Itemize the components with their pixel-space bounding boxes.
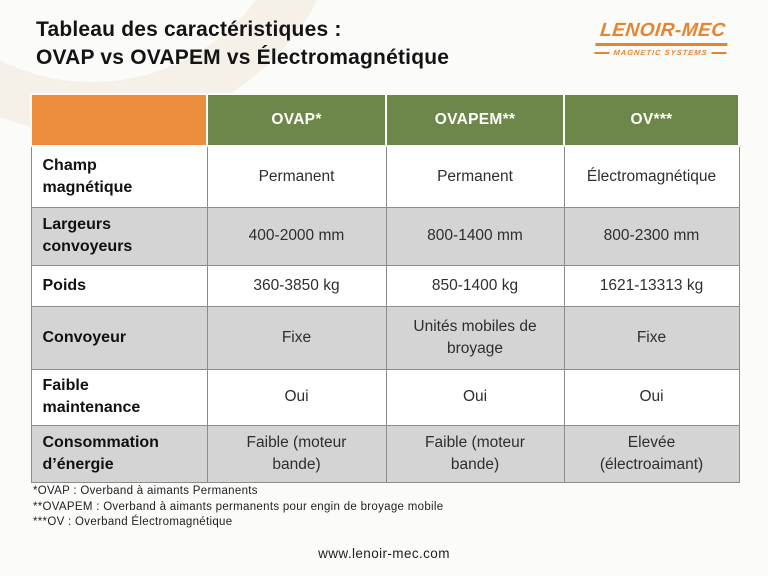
row-value: Permanent bbox=[385, 145, 565, 208]
column-header-ovap: OVAP* bbox=[206, 93, 387, 147]
table-row: Champ magnétique Permanent Permanent Électr… bbox=[30, 145, 740, 208]
footer-url: www.lenoir-mec.com bbox=[318, 546, 450, 561]
row-value: Électromagnétique bbox=[563, 145, 740, 208]
table-header-row: OVAP* OVAPEM** OV*** bbox=[30, 93, 740, 147]
row-label: Faible maintenance bbox=[30, 368, 208, 426]
footnotes: *OVAP : Overband à aimants Permanents **O… bbox=[33, 484, 443, 531]
column-header-ov: OV*** bbox=[563, 93, 740, 147]
row-value: 800-1400 mm bbox=[385, 206, 565, 266]
row-label: Champ magnétique bbox=[30, 145, 208, 208]
row-label: Convoyeur bbox=[30, 305, 208, 370]
row-value: 850-1400 kg bbox=[385, 264, 565, 307]
table-row: Convoyeur Fixe Unités mobiles de broyage Fi… bbox=[30, 305, 740, 370]
row-value: Elevée (électroaimant) bbox=[563, 424, 740, 483]
page-header: Tableau des caractéristiques : OVAP vs O… bbox=[0, 0, 768, 72]
row-value: Permanent bbox=[206, 145, 387, 208]
row-value: 400-2000 mm bbox=[206, 206, 387, 266]
row-label: Consommation d’énergie bbox=[30, 424, 208, 483]
table-corner-cell bbox=[30, 93, 208, 147]
row-value: Fixe bbox=[563, 305, 740, 370]
logo-rule-left bbox=[594, 51, 610, 54]
row-label: Poids bbox=[30, 264, 208, 307]
row-value: Oui bbox=[206, 368, 387, 426]
row-value: 1621-13313 kg bbox=[563, 264, 740, 307]
row-label: Largeurs convoyeurs bbox=[30, 206, 208, 266]
page-title: Tableau des caractéristiques : OVAP vs O… bbox=[36, 16, 449, 72]
comparison-table: OVAP* OVAPEM** OV*** Champ magnétique Perma… bbox=[30, 93, 740, 483]
row-value: Fixe bbox=[206, 305, 387, 370]
footnote-line: **OVAPEM : Overband à aimants permanents… bbox=[33, 500, 444, 513]
lenoir-mec-logo: LENOIR-MEC MAGNETIC SYSTEMS bbox=[594, 20, 730, 57]
row-value: Oui bbox=[563, 368, 740, 426]
logo-tagline-row: MAGNETIC SYSTEMS bbox=[594, 48, 727, 57]
row-value: Unités mobiles de broyage bbox=[385, 305, 565, 370]
footnote-line: ***OV : Overband Électromagnétique bbox=[33, 516, 233, 528]
page-title-line1: Tableau des caractéristiques : bbox=[36, 18, 342, 41]
row-value: Faible (moteur bande) bbox=[206, 424, 387, 483]
logo-tagline: MAGNETIC SYSTEMS bbox=[613, 48, 708, 57]
logo-wordmark: LENOIR-MEC bbox=[595, 20, 730, 46]
row-value: 800-2300 mm bbox=[563, 206, 740, 266]
table-row: Faible maintenance Oui Oui Oui bbox=[30, 368, 740, 426]
row-value: Faible (moteur bande) bbox=[385, 424, 565, 483]
row-value: 360-3850 kg bbox=[206, 264, 387, 307]
footnote-line: *OVAP : Overband à aimants Permanents bbox=[33, 485, 258, 497]
row-value: Oui bbox=[385, 368, 565, 426]
page-title-line2: OVAP vs OVAPEM vs Électromagnétique bbox=[36, 46, 450, 69]
page: Tableau des caractéristiques : OVAP vs O… bbox=[0, 0, 768, 561]
logo-rule-right bbox=[711, 51, 727, 54]
column-header-ovapem: OVAPEM** bbox=[385, 93, 565, 147]
table-row: Consommation d’énergie Faible (moteur ban… bbox=[30, 424, 740, 483]
table-row: Poids 360-3850 kg 850-1400 kg 1621-13313 kg bbox=[30, 264, 740, 307]
table-row: Largeurs convoyeurs 400-2000 mm 800-1400 m… bbox=[30, 206, 740, 266]
